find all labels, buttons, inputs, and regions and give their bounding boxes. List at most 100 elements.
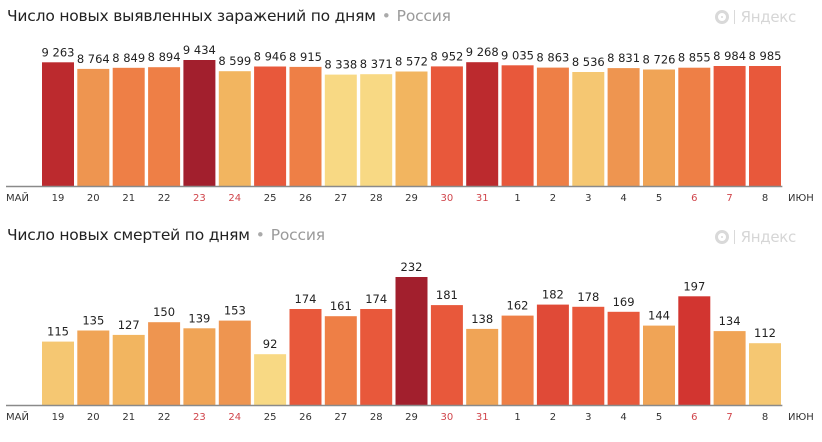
data-label: 8 599 bbox=[218, 54, 251, 68]
x-tick-label: 3 bbox=[585, 412, 591, 423]
data-label: 8 863 bbox=[536, 51, 569, 65]
bar[interactable] bbox=[643, 69, 675, 187]
bar[interactable] bbox=[713, 66, 746, 186]
title-separator: • bbox=[381, 7, 391, 25]
data-label: 9 268 bbox=[466, 45, 499, 59]
bar[interactable] bbox=[112, 67, 145, 186]
bar[interactable] bbox=[254, 354, 287, 405]
chart-title-text: Число новых выявленных заражений по дням bbox=[7, 7, 376, 25]
bar[interactable] bbox=[430, 66, 463, 186]
yandex-brand[interactable]: Яндекс bbox=[714, 8, 797, 26]
bar[interactable] bbox=[289, 309, 322, 405]
deaths-bar-chart: 1151913520127211502213923153249225174261… bbox=[6, 260, 814, 423]
yandex-brand[interactable]: Яндекс bbox=[714, 228, 796, 246]
bar[interactable] bbox=[466, 62, 499, 187]
bar[interactable] bbox=[148, 67, 181, 186]
region-label[interactable]: Россия bbox=[396, 7, 451, 25]
bar[interactable] bbox=[607, 311, 640, 405]
x-tick-label: 19 bbox=[52, 412, 65, 423]
x-tick-label: 23 bbox=[193, 412, 206, 423]
bar[interactable] bbox=[749, 343, 781, 405]
bar[interactable] bbox=[536, 304, 569, 405]
data-label: 178 bbox=[577, 290, 599, 304]
data-label: 9 434 bbox=[183, 43, 216, 57]
region-label[interactable]: Россия bbox=[270, 226, 325, 244]
bar[interactable] bbox=[360, 309, 393, 405]
data-label: 8 894 bbox=[148, 50, 181, 64]
x-tick-label: 2 bbox=[550, 193, 556, 204]
bar[interactable] bbox=[42, 62, 74, 186]
bar[interactable] bbox=[183, 60, 216, 186]
bar[interactable] bbox=[77, 68, 110, 186]
bar[interactable] bbox=[395, 71, 428, 187]
bar[interactable] bbox=[42, 341, 74, 405]
data-label: 181 bbox=[436, 288, 458, 302]
bar[interactable] bbox=[643, 325, 675, 405]
x-tick-label: 29 bbox=[405, 193, 418, 204]
x-tick-label: 6 bbox=[691, 193, 697, 204]
bar[interactable] bbox=[112, 334, 145, 405]
data-label: 8 338 bbox=[324, 58, 357, 72]
bar[interactable] bbox=[607, 68, 640, 186]
data-label: 9 263 bbox=[42, 45, 75, 59]
bar[interactable] bbox=[430, 305, 463, 405]
bar[interactable] bbox=[218, 320, 251, 405]
bar[interactable] bbox=[678, 296, 711, 405]
bar[interactable] bbox=[254, 66, 287, 187]
deaths-chart-panel: Число новых смертей по дням • Россия Яндек… bbox=[0, 220, 822, 442]
x-tick-label: 30 bbox=[441, 193, 454, 204]
x-tick-label: 29 bbox=[405, 412, 418, 423]
data-label: 8 946 bbox=[254, 50, 287, 64]
x-tick-label: 25 bbox=[264, 412, 277, 423]
x-tick-label: 31 bbox=[476, 412, 489, 423]
bar[interactable] bbox=[218, 71, 251, 186]
data-label: 8 726 bbox=[643, 53, 676, 67]
data-label: 115 bbox=[47, 325, 69, 339]
data-label: 8 371 bbox=[360, 57, 393, 71]
bar[interactable] bbox=[77, 330, 110, 406]
x-tick-label: 25 bbox=[264, 193, 277, 204]
x-tick-label: 22 bbox=[158, 412, 171, 423]
bar[interactable] bbox=[749, 66, 781, 186]
data-label: 8 952 bbox=[430, 49, 463, 63]
bar[interactable] bbox=[466, 328, 499, 405]
bar[interactable] bbox=[395, 277, 428, 405]
bar[interactable] bbox=[536, 67, 569, 186]
bar[interactable] bbox=[324, 74, 357, 186]
x-tick-label: 7 bbox=[726, 193, 732, 204]
data-label: 182 bbox=[542, 288, 564, 302]
bar[interactable] bbox=[678, 67, 711, 186]
x-tick-label: 1 bbox=[514, 412, 520, 423]
data-label: 8 985 bbox=[749, 49, 782, 63]
data-label: 112 bbox=[754, 326, 776, 340]
x-tick-label: 4 bbox=[620, 193, 626, 204]
bar[interactable] bbox=[713, 331, 746, 405]
data-label: 134 bbox=[719, 314, 741, 328]
data-label: 144 bbox=[648, 309, 670, 323]
bar[interactable] bbox=[183, 328, 216, 405]
deaths-chart-title: Число новых смертей по дням • Россия bbox=[7, 226, 325, 244]
x-tick-label: 28 bbox=[370, 412, 383, 423]
x-tick-label: 27 bbox=[334, 193, 347, 204]
bar[interactable] bbox=[148, 322, 181, 405]
x-tick-label: 6 bbox=[691, 412, 697, 423]
data-label: 8 855 bbox=[678, 51, 711, 65]
x-tick-label: 19 bbox=[52, 193, 65, 204]
brand-name: Яндекс bbox=[740, 8, 797, 26]
bar[interactable] bbox=[572, 72, 605, 186]
data-label: 8 915 bbox=[289, 50, 322, 64]
bar[interactable] bbox=[572, 306, 605, 405]
x-tick-label: 22 bbox=[158, 193, 171, 204]
title-separator: • bbox=[255, 226, 265, 244]
x-tick-label: 3 bbox=[585, 193, 591, 204]
bar[interactable] bbox=[289, 66, 322, 186]
x-tick-label: 5 bbox=[656, 412, 662, 423]
data-label: 169 bbox=[613, 295, 635, 309]
infections-chart-title: Число новых выявленных заражений по дням… bbox=[7, 7, 451, 25]
bar[interactable] bbox=[501, 65, 534, 186]
bar[interactable] bbox=[360, 74, 393, 186]
bar[interactable] bbox=[324, 316, 357, 405]
bar[interactable] bbox=[501, 315, 534, 405]
month-end-label: ИЮН bbox=[788, 193, 814, 204]
x-tick-label: 27 bbox=[334, 412, 347, 423]
